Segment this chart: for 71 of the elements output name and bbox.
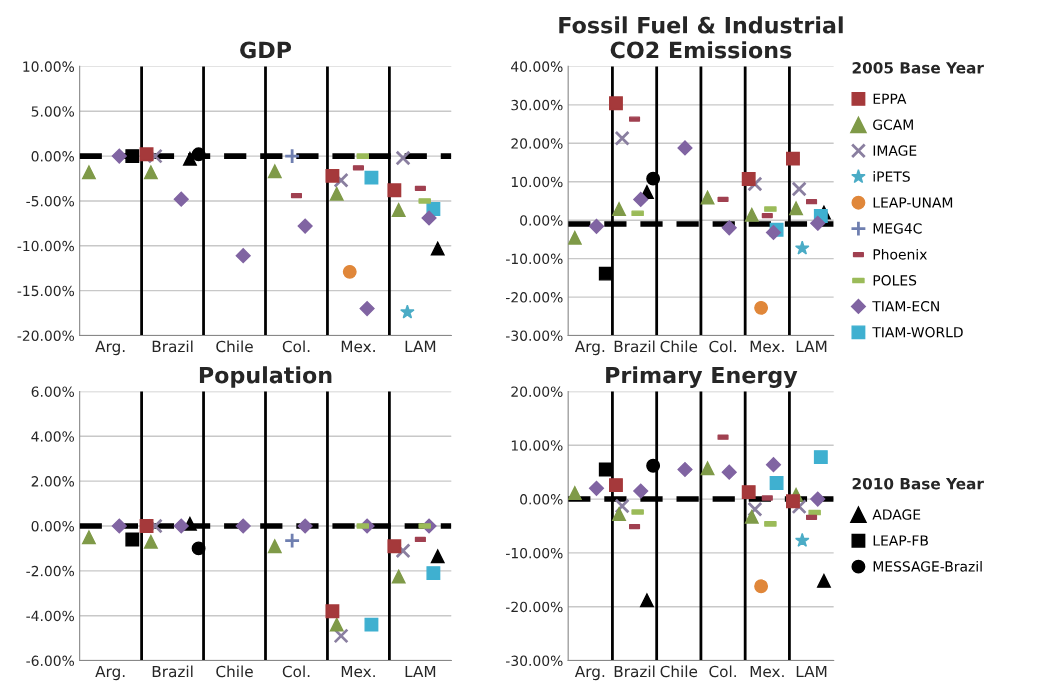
y-tick-label: 0.00% [520,215,563,226]
y-tick-label: -20.00% [17,330,75,341]
x-tick-label: Arg. [574,665,605,681]
y-tick-label: -20.00% [506,292,563,303]
y-tick-label: -6.00% [26,655,75,667]
x-tick-label: LAM [405,340,436,352]
legend-title: 2005 Base Year [852,62,984,74]
x-tick-label: Arg. [95,340,125,356]
x-tick-label: LAM [405,665,436,678]
y-tick-label: -15.00% [17,285,75,297]
chart-title: Primary Energy [606,366,798,388]
legend-label: Phoenix [873,248,927,260]
x-tick-label: Mex. [750,340,784,353]
chart-title: Population [199,366,332,388]
x-tick-label: Col. [282,665,310,678]
y-tick-label: 2.00% [31,476,75,487]
y-tick-label: 0.00% [31,520,75,532]
y-tick-label: -10.00% [506,547,563,559]
x-tick-label: Brazil [152,340,193,353]
y-tick-label: -2.00% [26,565,75,577]
x-tick-label: Mex. [341,340,375,353]
legend-label: MESSAGE-Brazil [873,560,982,572]
y-tick-label: 10.00% [23,61,75,72]
legend-title: 2010 Base Year [852,477,984,490]
x-tick-label: Chile [660,340,698,353]
x-tick-label: Brazil [614,665,655,678]
x-tick-label: LAM [796,665,827,678]
legend-label: ADAGE [872,509,921,520]
y-tick-label: 4.00% [31,431,75,442]
legend-label: TIAM-WORLD [872,326,963,338]
y-tick-label: -10.00% [506,253,563,265]
x-tick-label: Brazil [152,665,193,678]
chart-title: GDP [240,41,292,59]
x-tick-label: Arg. [574,340,605,356]
y-tick-label: 10.00% [511,176,563,188]
legend-label: TIAM-ECN [872,301,939,312]
y-tick-label: 0.00% [520,494,563,505]
x-tick-label: Col. [282,340,310,353]
y-tick-label: 0.00% [31,151,75,162]
chart-title: Fossil Fuel & Industrial CO2 Emissions [559,16,843,59]
y-tick-label: 40.00% [511,61,563,72]
x-tick-label: Brazil [614,340,655,353]
legend-label: LEAP-UNAM [873,197,953,208]
x-tick-label: Chile [660,665,698,678]
legend-label: MEG4C [873,223,922,234]
y-tick-label: -20.00% [506,601,563,613]
legend-label: EPPA [873,93,907,104]
x-tick-label: Arg. [95,665,125,681]
legend-label: iPETS [873,171,910,182]
y-tick-label: 30.00% [511,99,563,111]
legend-label: LEAP-FB [873,535,928,546]
y-tick-label: 20.00% [511,386,563,397]
y-tick-label: -4.00% [26,610,75,622]
y-tick-label: -5.00% [26,195,75,207]
x-tick-label: Mex. [750,665,784,678]
legend-label: IMAGE [873,145,917,156]
y-tick-label: 10.00% [511,440,563,451]
x-tick-label: Chile [216,665,253,678]
y-tick-label: -10.00% [17,240,75,252]
y-tick-label: -30.00% [506,330,563,341]
y-tick-label: -30.00% [506,655,563,667]
x-tick-label: Col. [709,340,736,353]
y-tick-label: 5.00% [31,106,75,117]
y-tick-label: 20.00% [511,138,563,149]
legend-label: POLES [873,275,917,286]
x-tick-label: Mex. [341,665,375,678]
x-tick-label: Chile [216,340,253,353]
x-tick-label: Col. [709,665,736,678]
x-tick-label: LAM [796,340,827,352]
y-tick-label: 6.00% [31,386,75,397]
legend-label: GCAM [873,119,913,130]
